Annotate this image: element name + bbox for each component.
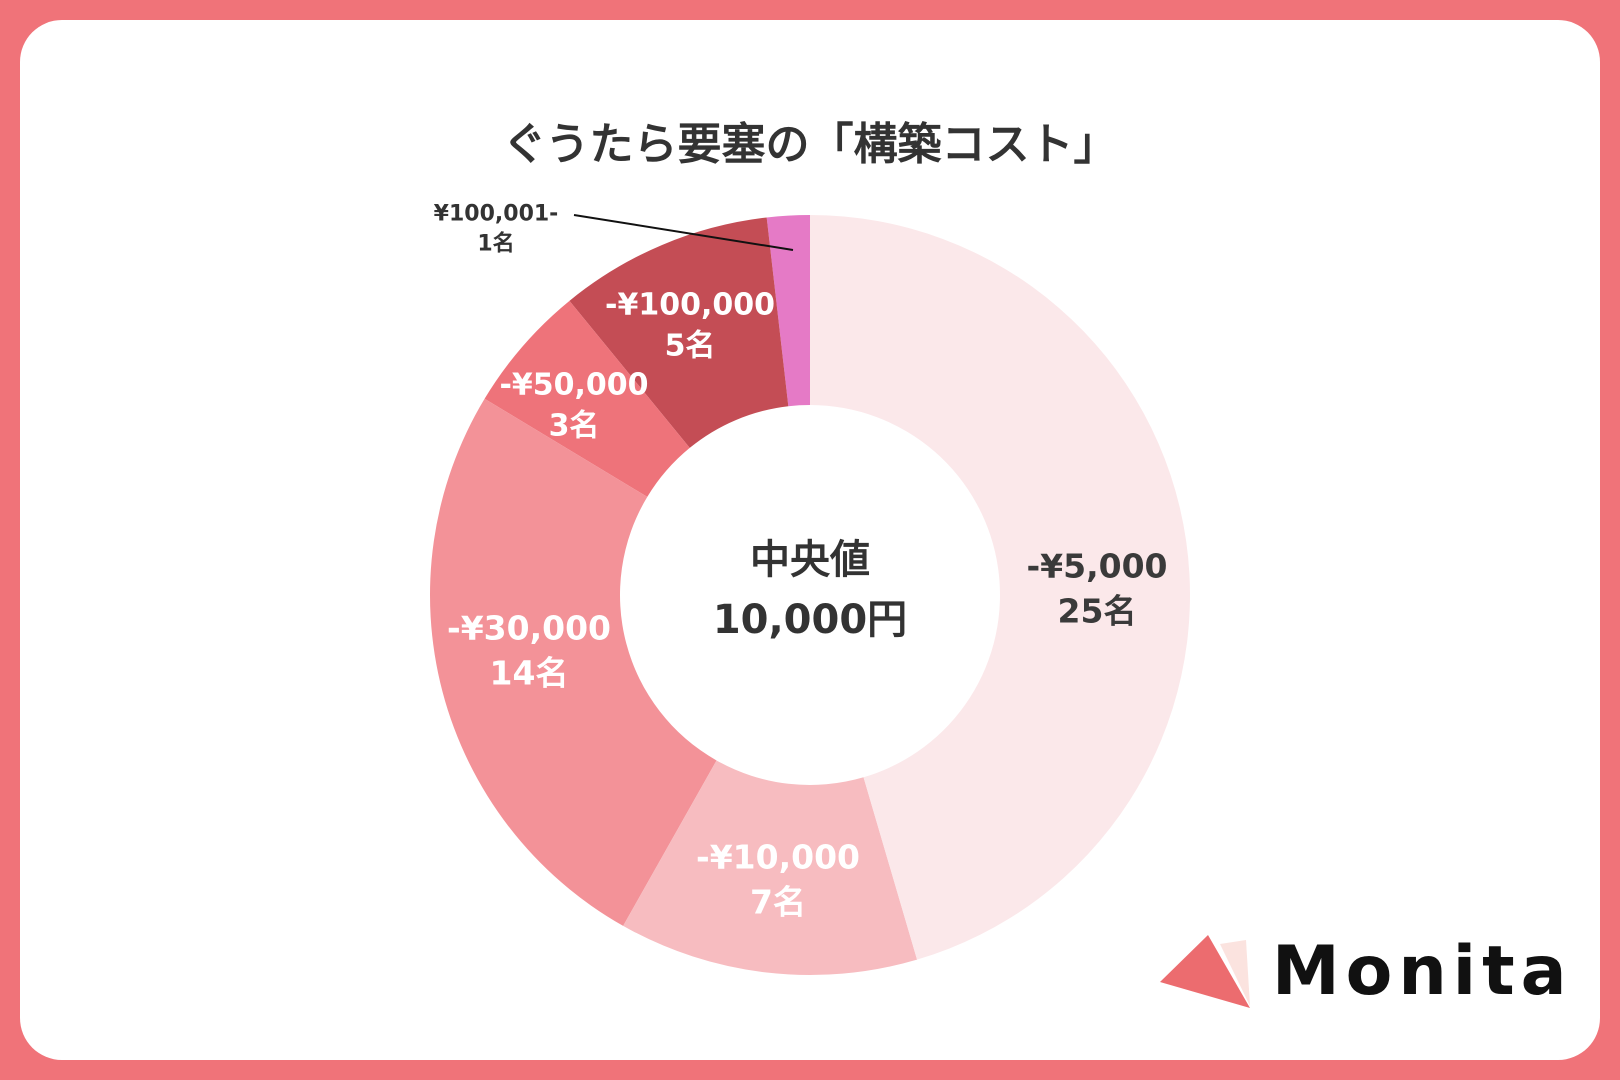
slice-2	[430, 398, 717, 926]
median-label: 中央値 10,000円	[712, 537, 908, 643]
brand-name: Monita	[1272, 932, 1573, 1011]
slice-label-5: ¥100,001- 1名	[433, 201, 559, 256]
slice-5	[766, 215, 810, 407]
slice-label-1: -¥10,000 7名	[695, 837, 861, 921]
slice-3	[484, 300, 690, 497]
leader-line	[573, 214, 794, 251]
slice-4	[569, 217, 789, 448]
slice-1	[623, 760, 918, 975]
slice-label-4: -¥100,000 5名	[605, 287, 775, 364]
slice-label-2: -¥30,000 14名	[446, 608, 612, 692]
monita-logo-icon	[1160, 935, 1250, 1008]
slice-label-0: -¥5,000 25名	[1026, 546, 1168, 630]
chart-title: ぐうたら要塞の「構築コスト」	[502, 119, 1118, 170]
slice-0	[810, 215, 1190, 960]
slice-label-3: -¥50,000 3名	[499, 367, 649, 444]
